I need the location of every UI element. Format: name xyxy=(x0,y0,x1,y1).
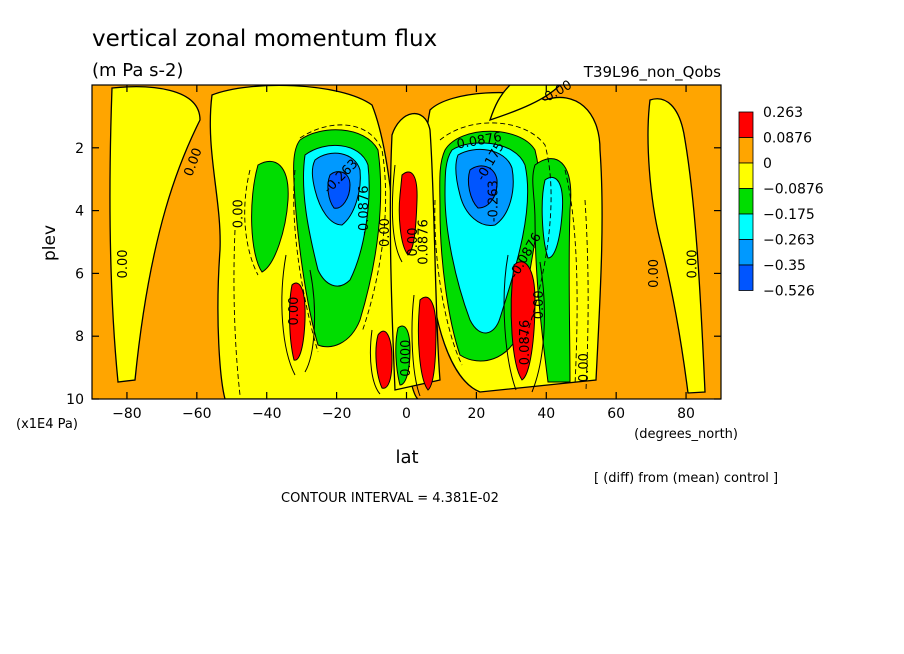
x-tick-label: 0 xyxy=(402,406,411,422)
y-tick-label: 4 xyxy=(75,204,84,220)
axis-ticks: −80 −60 −40 −20 0 20 40 60 80 2 4 6 8 10 xyxy=(66,85,721,422)
x-tick-label: −20 xyxy=(322,406,352,422)
y-tick-label: 8 xyxy=(75,329,84,345)
legend-swatch xyxy=(738,213,754,240)
chart-subtitle: (m Pa s-2) xyxy=(92,60,183,81)
contour-label: 0.00 xyxy=(532,290,547,319)
contour-label: -0.0876 xyxy=(357,186,372,236)
contour-label: 0.00 xyxy=(647,259,662,288)
y-tick-label: 2 xyxy=(75,141,84,157)
y-tick-label: 6 xyxy=(75,266,84,282)
legend-swatch xyxy=(738,188,754,215)
y-axis-units: (x1E4 Pa) xyxy=(16,417,78,432)
legend-label: −0.35 xyxy=(763,258,806,274)
contour-label: 0.000 xyxy=(399,340,414,377)
contour-label: 0.00 xyxy=(577,353,592,382)
contour-label: 0.00 xyxy=(231,199,246,228)
contour-label: 0.00 xyxy=(378,218,393,247)
contour-interval: CONTOUR INTERVAL = 4.381E-02 xyxy=(281,491,499,506)
legend-label: −0.263 xyxy=(763,233,815,249)
legend-label: 0.0876 xyxy=(763,131,812,147)
legend-label: 0.263 xyxy=(763,105,803,121)
x-tick-label: −80 xyxy=(112,406,142,422)
legend-swatch xyxy=(738,137,754,164)
legend-swatch xyxy=(738,111,754,138)
legend-label: −0.0876 xyxy=(763,182,824,198)
y-axis-label: plev xyxy=(40,225,60,261)
contour-label: 0.00 xyxy=(406,228,421,257)
color-legend: 0.263 0.0876 0 −0.0876 −0.175 −0.263 −0.35 −0.5… xyxy=(738,105,824,300)
legend-swatch xyxy=(738,264,754,291)
legend-swatch xyxy=(738,239,754,266)
contour-label: 0.00 xyxy=(116,250,131,279)
chart-title: vertical zonal momentum flux xyxy=(92,26,437,52)
x-tick-label: 60 xyxy=(607,406,625,422)
legend-label: 0 xyxy=(763,156,772,172)
x-tick-label: 40 xyxy=(537,406,555,422)
legend-label: −0.526 xyxy=(763,284,815,300)
diff-note: [ (diff) from (mean) control ] xyxy=(594,471,778,486)
legend-label: −0.175 xyxy=(763,207,815,223)
legend-swatch xyxy=(738,162,754,189)
contour-label: 0.00 xyxy=(287,297,302,326)
x-axis-units: (degrees_north) xyxy=(634,427,738,442)
x-axis-label: lat xyxy=(395,447,418,468)
x-tick-label: −60 xyxy=(182,406,212,422)
contour-label: -0.263 xyxy=(486,180,501,222)
x-tick-label: −40 xyxy=(252,406,282,422)
contour-label: 0.00 xyxy=(686,250,701,279)
contour-label: 0.0876 xyxy=(416,219,431,265)
x-tick-label: 20 xyxy=(467,406,485,422)
contour-label: 0.0876 xyxy=(518,320,533,366)
x-tick-label: 80 xyxy=(677,406,695,422)
contour-field xyxy=(92,85,721,399)
y-tick-label: 10 xyxy=(66,392,84,408)
run-label: T39L96_non_Qobs xyxy=(583,63,721,82)
